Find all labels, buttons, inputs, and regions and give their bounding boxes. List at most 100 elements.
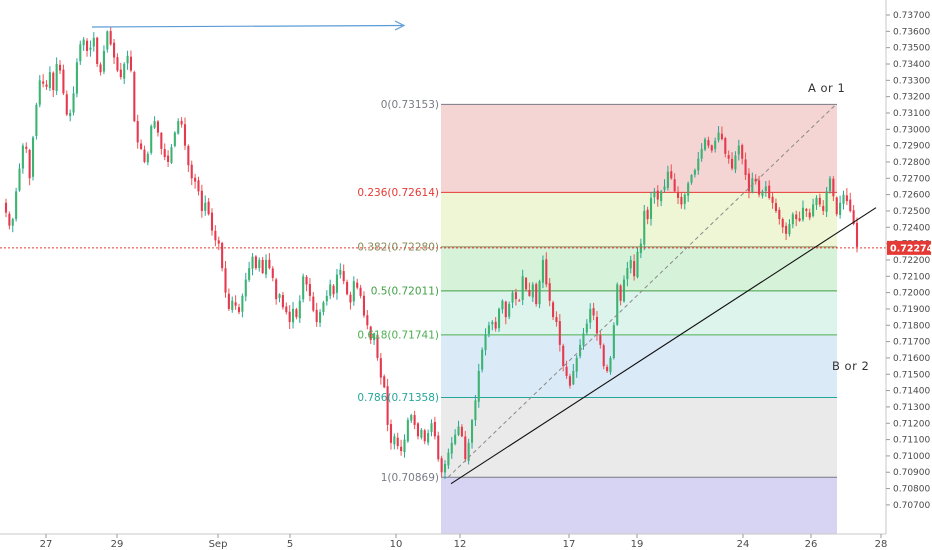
x-tick-label: 24 [737,539,750,550]
candle [744,152,747,181]
candle [646,206,649,225]
fib-lines [441,103,837,478]
candle [261,256,264,275]
candle [683,193,686,210]
candle [504,300,507,325]
candle [747,168,750,199]
candle [832,176,835,202]
y-tick-label: 0.70800 [893,485,930,495]
candle [548,278,551,307]
candle [194,173,197,189]
candle [4,198,8,218]
candle [467,438,470,465]
candle [528,282,531,297]
candle [278,293,281,303]
candle [170,144,173,165]
candle [136,114,139,149]
candle [815,195,818,210]
candle [808,208,811,221]
candle [487,321,490,338]
candle [585,319,588,336]
y-tick-label: 0.70700 [893,501,930,511]
candle [308,278,311,302]
y-tick-label: 0.73100 [893,109,930,119]
candle [217,236,220,251]
x-tick-label: 5 [287,539,293,550]
candle [464,430,467,463]
candle [555,311,558,327]
candle [629,255,632,274]
fib-zone-0 [441,104,837,193]
candle [416,422,420,440]
candle [741,143,744,165]
arrow-head-icon [394,20,406,31]
candle [72,86,75,116]
candle [376,333,379,361]
candle [491,320,494,331]
candle [720,126,723,141]
y-tick-label: 0.73000 [893,125,930,135]
candle [643,204,646,251]
candle [28,148,31,186]
x-tick-label: 12 [454,539,467,550]
y-tick-label: 0.73400 [893,60,930,70]
candle [457,420,460,437]
candle [575,355,578,378]
candle [25,142,28,153]
candle [501,299,504,314]
candle [785,222,788,241]
current-price-label: 0.72274 [890,243,932,254]
candle [38,75,41,108]
candle [140,139,143,151]
candle [572,363,575,386]
candle [241,293,244,318]
candle [558,313,561,352]
candle [291,301,295,329]
candle [839,195,842,219]
y-tick-label: 0.73600 [893,27,930,37]
candle [430,419,433,437]
candle [582,328,585,350]
y-tick-label: 0.72700 [893,174,930,184]
y-tick-label: 0.71200 [893,419,930,429]
fib-label-0.618: 0.618(0.71741) [357,329,439,341]
candle [79,40,82,65]
candle [393,433,396,450]
candle [606,364,609,373]
candle [609,356,612,375]
candle [778,207,781,225]
current-price-tag: 0.72274 [887,240,932,255]
candle [150,124,153,155]
candle [62,64,65,96]
candle [771,192,774,209]
candle [406,417,409,443]
candle [724,136,727,158]
candle [35,102,38,140]
candle [764,181,767,197]
candle [113,38,116,64]
candle [842,190,845,210]
candle [133,70,136,123]
candle [801,200,805,222]
candle [31,135,35,181]
candle [433,416,436,440]
candle [670,164,673,180]
x-tick-label: 27 [40,539,53,550]
candle [143,145,146,164]
candle [298,295,301,323]
candle [791,212,794,229]
y-tick-label: 0.73200 [893,93,930,103]
candle [795,210,798,227]
candle [835,196,838,217]
candle [768,180,771,200]
candle [653,187,656,204]
candle [221,241,224,272]
candle [754,174,757,185]
candle [15,187,18,222]
candle [676,186,680,204]
x-axis: 27 29 Sep 5 10 12 17 19 24 26 28 [0,533,888,550]
x-tick-label: 28 [875,539,888,550]
candle [126,50,129,70]
y-tick-label: 0.71300 [893,403,930,413]
candle [204,195,207,216]
